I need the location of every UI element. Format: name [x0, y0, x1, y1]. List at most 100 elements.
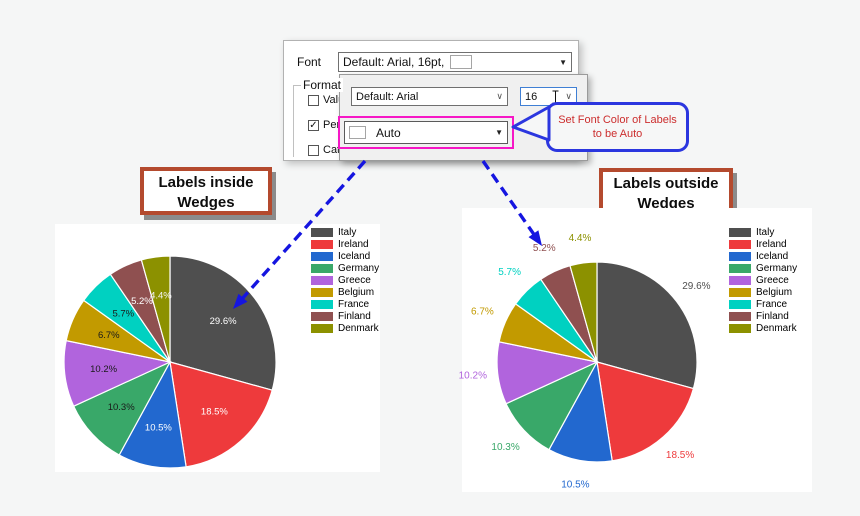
- dropdown-arrow-icon[interactable]: ▼: [559, 57, 567, 67]
- chevron-down-icon[interactable]: ∨: [565, 91, 572, 101]
- pie-percent-label-iceland: 10.5%: [561, 480, 589, 491]
- legend-item-france: France: [729, 299, 797, 310]
- percentages-checkbox[interactable]: ✓: [308, 119, 319, 131]
- pie-percent-label-denmark: 4.4%: [150, 290, 172, 301]
- font-color-value: Auto: [376, 125, 401, 140]
- pie-slice-iceland: [118, 360, 187, 469]
- checkbox-row-percentages[interactable]: ✓ Per: [308, 119, 340, 131]
- legend-item-ireland: Ireland: [729, 239, 797, 250]
- legend-swatch: [311, 252, 333, 261]
- legend-label: Iceland: [338, 251, 371, 262]
- legend-item-iceland: Iceland: [311, 251, 379, 262]
- legend-item-iceland: Iceland: [729, 251, 797, 262]
- pie-slice-denmark: [569, 261, 598, 363]
- legend-swatch: [729, 276, 751, 285]
- legend-swatch: [729, 288, 751, 297]
- legend-label: Germany: [756, 263, 798, 274]
- dropdown-arrow-icon[interactable]: ▼: [495, 128, 503, 137]
- annotation-callout: Set Font Color of Labels to be Auto: [546, 102, 689, 152]
- legend-swatch: [311, 228, 333, 237]
- format-group-label: Format: [301, 78, 344, 92]
- pie-slice-ireland: [169, 361, 273, 468]
- legend-swatch: [729, 264, 751, 273]
- font-name-value: Default: Arial: [356, 90, 419, 103]
- legend-swatch: [729, 312, 751, 321]
- legend: Italy Ireland Iceland Germany Greece Belgium F…: [729, 227, 798, 334]
- legend-swatch: [729, 324, 751, 333]
- pie-percent-label-belgium: 6.7%: [471, 307, 494, 318]
- legend-swatch: [311, 312, 333, 321]
- title-line: Labels outside: [613, 175, 719, 192]
- legend-label: Italy: [756, 227, 775, 238]
- legend-item-france: France: [311, 299, 379, 310]
- pie-percent-label-denmark: 4.4%: [569, 233, 592, 244]
- categories-checkbox[interactable]: [308, 144, 319, 156]
- pie-percent-label-germany: 10.3%: [491, 442, 519, 453]
- pie-chart-outside-labels: 29.6% 18.5% 10.5% 10.3% 10.2% 6.7% 5.7% 5.2% 4.4…: [459, 233, 711, 491]
- legend-label: Germany: [338, 263, 380, 274]
- pie-chart-inside-labels: 29.6% 18.5% 10.5% 10.3% 10.2% 6.7% 5.7% 5.2%4.4…: [63, 255, 277, 469]
- legend-swatch: [311, 324, 333, 333]
- chevron-down-icon[interactable]: ∨: [496, 91, 503, 101]
- font-color-dropdown[interactable]: Auto ▼: [344, 121, 508, 144]
- legend-label: Belgium: [338, 287, 375, 298]
- pie-percent-label-germany: 10.3%: [108, 402, 135, 413]
- pie-percent-label-finland: 5.2%: [131, 296, 153, 307]
- callout-text-line1: Set Font Color of Labels: [558, 114, 677, 126]
- legend-swatch: [311, 288, 333, 297]
- legend-label: Denmark: [338, 323, 379, 334]
- legend-label: Greece: [338, 275, 371, 286]
- legend-item-denmark: Denmark: [311, 323, 379, 334]
- title-labels-inside-wedges: Labels inside Wedges: [140, 167, 272, 215]
- legend-label: France: [756, 299, 788, 310]
- legend-label: Italy: [338, 227, 357, 238]
- legend-label: France: [338, 299, 370, 310]
- checkbox-row-categories[interactable]: Cat: [308, 144, 340, 156]
- legend-item-germany: Germany: [729, 263, 798, 274]
- pie-percent-label-france: 5.7%: [112, 309, 134, 320]
- legend-swatch: [729, 240, 751, 249]
- pie-percent-label-finland: 5.2%: [533, 243, 556, 254]
- legend-swatch: [311, 300, 333, 309]
- font-dropdown[interactable]: Default: Arial, 16pt, ▼: [338, 52, 572, 72]
- legend-label: Belgium: [756, 287, 793, 298]
- legend-item-belgium: Belgium: [729, 287, 797, 298]
- font-name-combobox[interactable]: Default: Arial ∨: [351, 87, 508, 106]
- pie-slice-ireland: [596, 361, 695, 462]
- font-color-swatch: [450, 55, 473, 69]
- values-checkbox[interactable]: [308, 94, 319, 106]
- legend-item-italy: Italy: [729, 227, 797, 238]
- legend-item-greece: Greece: [311, 275, 379, 286]
- checkbox-row-values[interactable]: Valu: [308, 94, 344, 106]
- callout-text-line2: to be Auto: [592, 128, 643, 140]
- legend-item-greece: Greece: [729, 275, 797, 286]
- pie-percent-label-greece: 10.2%: [90, 364, 117, 375]
- font-label: Font: [297, 55, 322, 69]
- title-line: Wedges: [637, 195, 695, 212]
- title-line: Wedges: [177, 194, 235, 211]
- legend-swatch: [311, 264, 333, 273]
- legend-swatch: [729, 300, 751, 309]
- chart-panel-labels-inside: 29.6% 18.5% 10.5% 10.3% 10.2% 6.7% 5.7% 5.2% 4.4…: [55, 224, 380, 472]
- pie-percent-label-greece: 10.2%: [459, 371, 487, 382]
- legend-label: Finland: [338, 311, 371, 322]
- legend-swatch: [311, 240, 333, 249]
- pie-percent-label-italy: 29.6%: [682, 281, 710, 292]
- font-dropdown-value: Default: Arial, 16pt,: [343, 55, 445, 69]
- legend-label: Greece: [756, 275, 789, 286]
- legend: Italy Ireland Iceland Germany Greece Belgium F…: [311, 227, 380, 334]
- legend-swatch: [729, 228, 751, 237]
- pie-percent-label-belgium: 6.7%: [98, 330, 120, 341]
- pie-percent-label-ireland: 18.5%: [201, 406, 228, 417]
- legend-item-denmark: Denmark: [729, 323, 797, 334]
- values-checkbox-label: Valu: [323, 94, 345, 106]
- legend-swatch: [311, 276, 333, 285]
- legend-swatch: [729, 252, 751, 261]
- pie-percent-label-iceland: 10.5%: [145, 422, 172, 433]
- percentages-checkbox-label: Per: [323, 119, 341, 131]
- legend-label: Finland: [756, 311, 789, 322]
- pie-percent-label-ireland: 18.5%: [666, 450, 694, 461]
- title-line: Labels inside: [158, 174, 254, 191]
- chart-panel-labels-outside: 29.6% 18.5% 10.5% 10.3% 10.2% 6.7% 5.7% 5.2% 4.4…: [459, 208, 812, 492]
- legend-item-finland: Finland: [311, 311, 379, 322]
